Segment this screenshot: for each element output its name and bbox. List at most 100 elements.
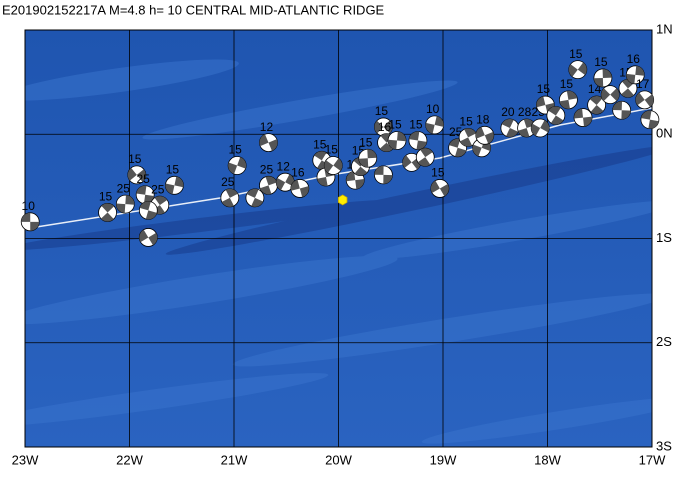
depth-label: 15 <box>569 47 583 61</box>
focal-mechanism <box>618 78 638 98</box>
focal-mechanism <box>20 212 40 232</box>
focal-mechanism <box>517 118 536 138</box>
compression-quadrant <box>459 128 477 147</box>
compression-quadrant <box>324 158 343 173</box>
focal-mechanism <box>220 188 240 208</box>
depth-label: 10 <box>426 102 440 116</box>
depth-label: 15 <box>537 82 551 96</box>
depth-label: 15 <box>560 77 574 91</box>
focal-mechanism <box>530 118 550 138</box>
compression-quadrant <box>228 157 247 174</box>
compression-quadrant <box>601 88 620 101</box>
depth-label: 25 <box>136 172 150 186</box>
focal-mechanism <box>290 179 310 198</box>
compression-quadrant <box>346 171 365 190</box>
depth-label: 15 <box>99 190 113 204</box>
compression-quadrant <box>246 188 264 207</box>
depth-label: 18 <box>476 112 490 126</box>
depth-label: 15 <box>594 55 608 69</box>
focal-mechanism <box>635 90 655 110</box>
depth-label: 28 <box>518 105 532 119</box>
compression-quadrant <box>116 195 135 214</box>
lon-label: 21W <box>221 452 248 467</box>
depth-label: 16 <box>291 166 305 180</box>
depth-label: 17 <box>636 77 650 91</box>
focal-mechanism <box>425 115 445 135</box>
focal-mechanism <box>458 127 478 147</box>
compression-quadrant <box>276 174 295 191</box>
depth-label: 15 <box>375 104 389 118</box>
lat-label: 3S <box>656 438 672 453</box>
depth-label: 25 <box>260 163 274 177</box>
depth-label: 15 <box>431 166 445 180</box>
depth-label: 15 <box>128 152 142 166</box>
focal-mechanism <box>138 228 158 247</box>
depth-label: 15 <box>325 143 339 157</box>
lat-label: 1S <box>656 230 672 245</box>
lon-label: 20W <box>325 452 352 467</box>
focal-mechanism <box>323 156 343 175</box>
compression-quadrant <box>100 203 115 222</box>
compression-quadrant <box>259 176 277 195</box>
focal-mechanism <box>259 175 278 195</box>
compression-quadrant <box>374 165 393 184</box>
depth-label: 12 <box>260 120 274 134</box>
focal-mechanism <box>546 106 566 125</box>
depth-label: 15 <box>166 163 180 177</box>
compression-quadrant <box>425 116 444 134</box>
focal-mechanism <box>500 118 520 138</box>
focal-mechanism <box>587 95 607 115</box>
focal-mechanism <box>165 175 184 195</box>
compression-quadrant <box>136 185 155 204</box>
focal-mechanism <box>640 110 660 130</box>
focal-mechanism <box>430 179 450 198</box>
focal-mechanism <box>259 133 278 152</box>
compression-quadrant <box>593 68 612 87</box>
compression-quadrant <box>139 229 158 246</box>
compression-quadrant <box>165 176 184 195</box>
depth-label: 25 <box>151 182 165 196</box>
depth-label: 25 <box>221 175 235 189</box>
compression-quadrant <box>374 120 393 134</box>
focal-mechanism <box>245 188 265 208</box>
depth-label: 10 <box>22 199 36 213</box>
compression-quadrant <box>139 201 157 220</box>
depth-label: 16 <box>378 120 392 134</box>
focal-mechanism <box>600 85 620 105</box>
compression-quadrant <box>574 108 593 127</box>
depth-label: 12 <box>277 159 291 173</box>
depth-label: 16 <box>627 52 641 66</box>
compression-quadrant <box>409 131 427 150</box>
focal-mechanism <box>625 65 645 85</box>
depth-label: 15 <box>388 118 402 132</box>
compression-quadrant <box>259 134 278 151</box>
compression-quadrant <box>417 148 433 167</box>
compression-quadrant <box>449 138 467 157</box>
compression-quadrant <box>589 96 604 115</box>
compression-quadrant <box>402 155 421 170</box>
focal-mechanism <box>358 148 378 168</box>
compression-quadrant <box>475 126 494 144</box>
lon-label: 17W <box>639 452 666 467</box>
lat-label: 2S <box>656 334 672 349</box>
depth-label: 15 <box>409 118 423 132</box>
depth-label: 25 <box>117 181 131 195</box>
compression-quadrant <box>430 180 449 197</box>
compression-quadrant <box>501 118 519 137</box>
compression-quadrant <box>641 110 659 129</box>
compression-quadrant <box>621 79 635 98</box>
depth-label: 15 <box>313 137 327 151</box>
focal-mechanism <box>559 90 578 110</box>
lon-label: 19W <box>430 452 457 467</box>
depth-label: 15 <box>359 135 373 149</box>
focal-mechanism <box>475 125 495 145</box>
focal-mechanism <box>415 147 435 167</box>
lat-label: 1N <box>656 21 673 36</box>
lon-label: 23W <box>12 452 39 467</box>
focal-mechanism <box>568 60 588 80</box>
focal-mechanism <box>98 203 117 222</box>
focal-mechanism <box>593 68 613 88</box>
focal-mechanism <box>115 194 135 214</box>
